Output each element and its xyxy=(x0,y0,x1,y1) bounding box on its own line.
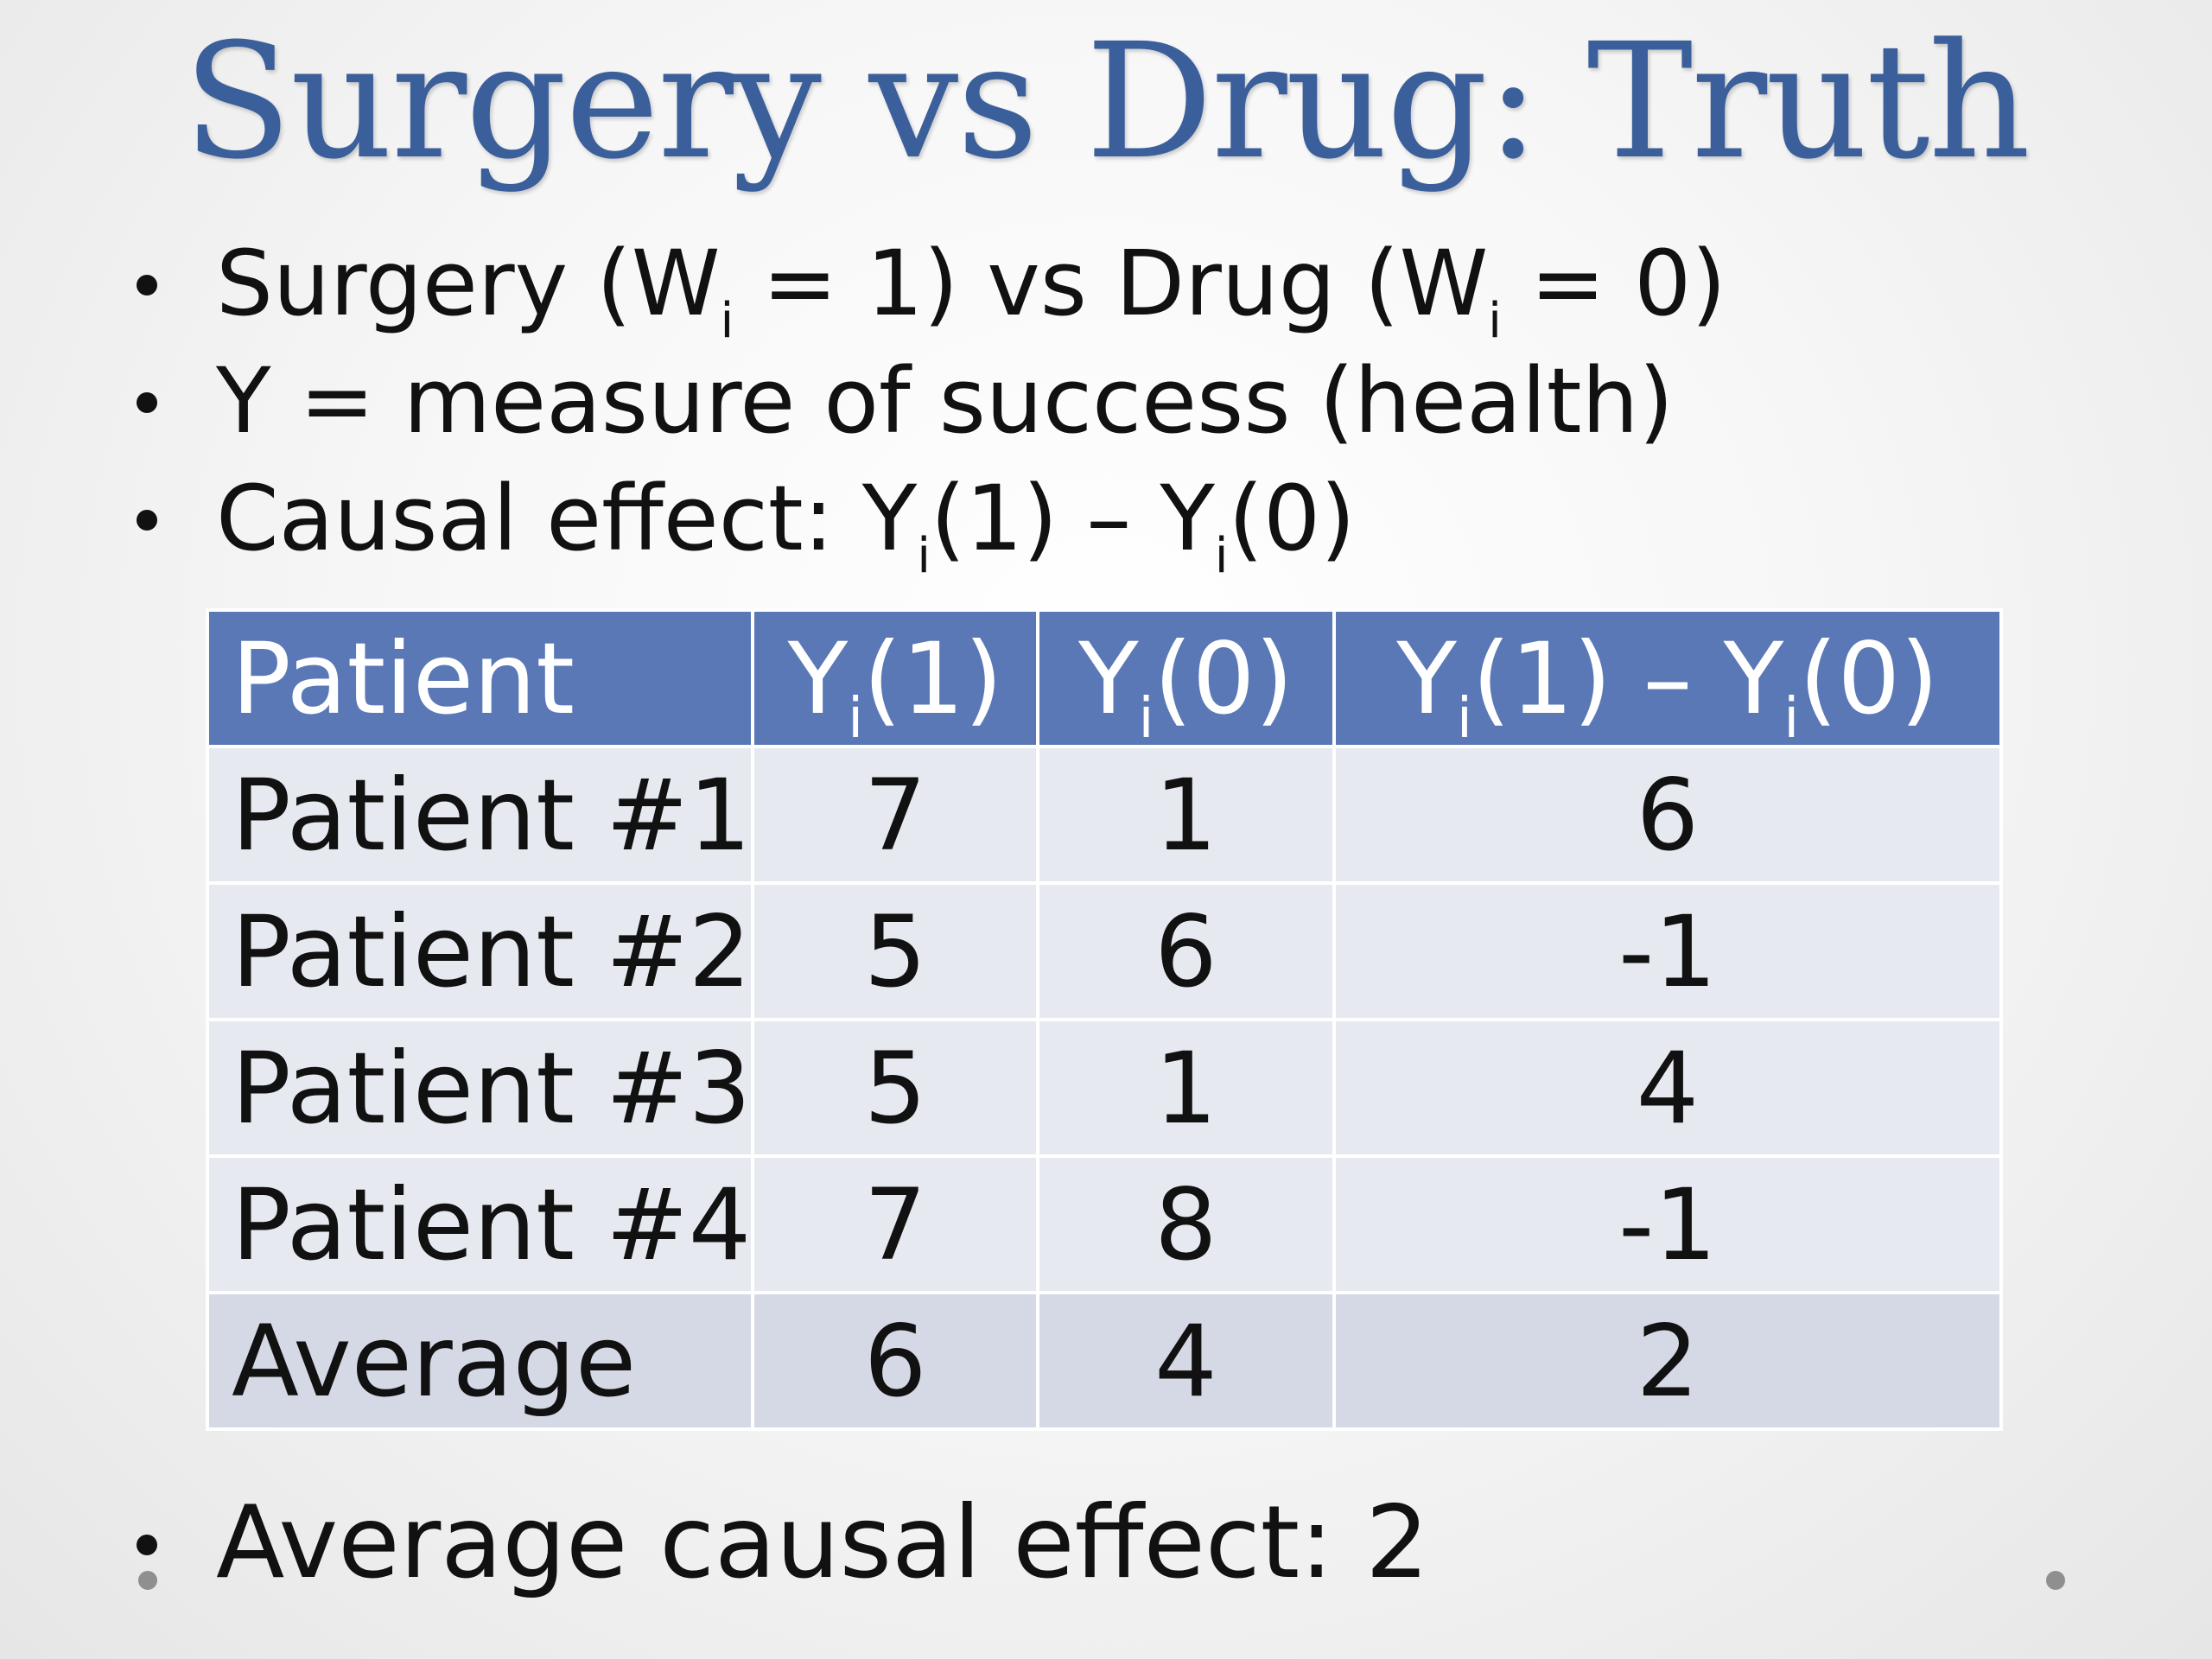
cell-y1: 5 xyxy=(754,885,1036,1018)
table-row: Patient #2 5 6 -1 xyxy=(209,885,1999,1018)
header-difference: Yi(1) – Yi(0) xyxy=(1335,612,1999,747)
bullet-average-causal-effect: Average causal effect: 2 xyxy=(130,1483,1429,1604)
table-header-row: Patient Yi(1) Yi(0) Yi(1) – Yi(0) xyxy=(209,612,1999,747)
header-patient: Patient xyxy=(209,612,752,745)
cell-y0: 8 xyxy=(1039,1158,1332,1291)
cell-average-label: Average xyxy=(209,1294,752,1427)
table-row: Patient #1 7 1 6 xyxy=(209,748,1999,881)
bullet-text: Causal effect: Yi(1) – Yi(0) xyxy=(216,466,1356,584)
cell-y1: 7 xyxy=(754,1158,1036,1291)
cell-difference: 6 xyxy=(1335,748,1999,881)
bullet-dot-icon xyxy=(137,510,157,531)
table-row: Patient #4 7 8 -1 xyxy=(209,1158,1999,1291)
slide-nav-dot-right-icon xyxy=(2046,1571,2065,1590)
bullet-outcome-definition: Y = measure of success (health) xyxy=(130,342,2031,460)
bullet-treatment-definition: Surgery (Wi = 1) vs Drug (Wi = 0) xyxy=(130,225,2031,349)
slide-title: Surgery vs Drug: Truth xyxy=(182,10,2031,194)
cell-difference: -1 xyxy=(1335,885,1999,1018)
bullet-dot-icon xyxy=(137,275,157,296)
bullet-text: Y = measure of success (health) xyxy=(216,348,1674,454)
cell-y1: 7 xyxy=(754,748,1036,881)
cell-y0: 1 xyxy=(1039,1021,1332,1154)
table-average-row: Average 6 4 2 xyxy=(209,1294,1999,1427)
slide-nav-dot-left-icon xyxy=(138,1571,157,1590)
cell-average-y1: 6 xyxy=(754,1294,1036,1427)
cell-difference: -1 xyxy=(1335,1158,1999,1291)
bullet-text: Surgery (Wi = 1) vs Drug (Wi = 0) xyxy=(216,231,1726,349)
cell-y1: 5 xyxy=(754,1021,1036,1154)
cell-average-y0: 4 xyxy=(1039,1294,1332,1427)
bullet-text: Average causal effect: 2 xyxy=(216,1484,1429,1601)
cell-patient: Patient #1 xyxy=(209,748,752,881)
cell-average-difference: 2 xyxy=(1335,1294,1999,1427)
cell-difference: 4 xyxy=(1335,1021,1999,1154)
bullet-dot-icon xyxy=(137,1535,157,1555)
cell-y0: 1 xyxy=(1039,748,1332,881)
cell-patient: Patient #3 xyxy=(209,1021,752,1154)
table-row: Patient #3 5 1 4 xyxy=(209,1021,1999,1154)
header-y0: Yi(0) xyxy=(1039,612,1332,747)
cell-patient: Patient #2 xyxy=(209,885,752,1018)
cell-patient: Patient #4 xyxy=(209,1158,752,1291)
bullet-causal-effect: Causal effect: Yi(1) – Yi(0) xyxy=(130,460,2031,584)
header-y1: Yi(1) xyxy=(754,612,1036,747)
bullet-dot-icon xyxy=(137,392,157,413)
cell-y0: 6 xyxy=(1039,885,1332,1018)
outcomes-table: Patient Yi(1) Yi(0) Yi(1) – Yi(0) Patien… xyxy=(206,608,2003,1431)
bullet-list: Surgery (Wi = 1) vs Drug (Wi = 0) Y = me… xyxy=(130,225,2031,584)
